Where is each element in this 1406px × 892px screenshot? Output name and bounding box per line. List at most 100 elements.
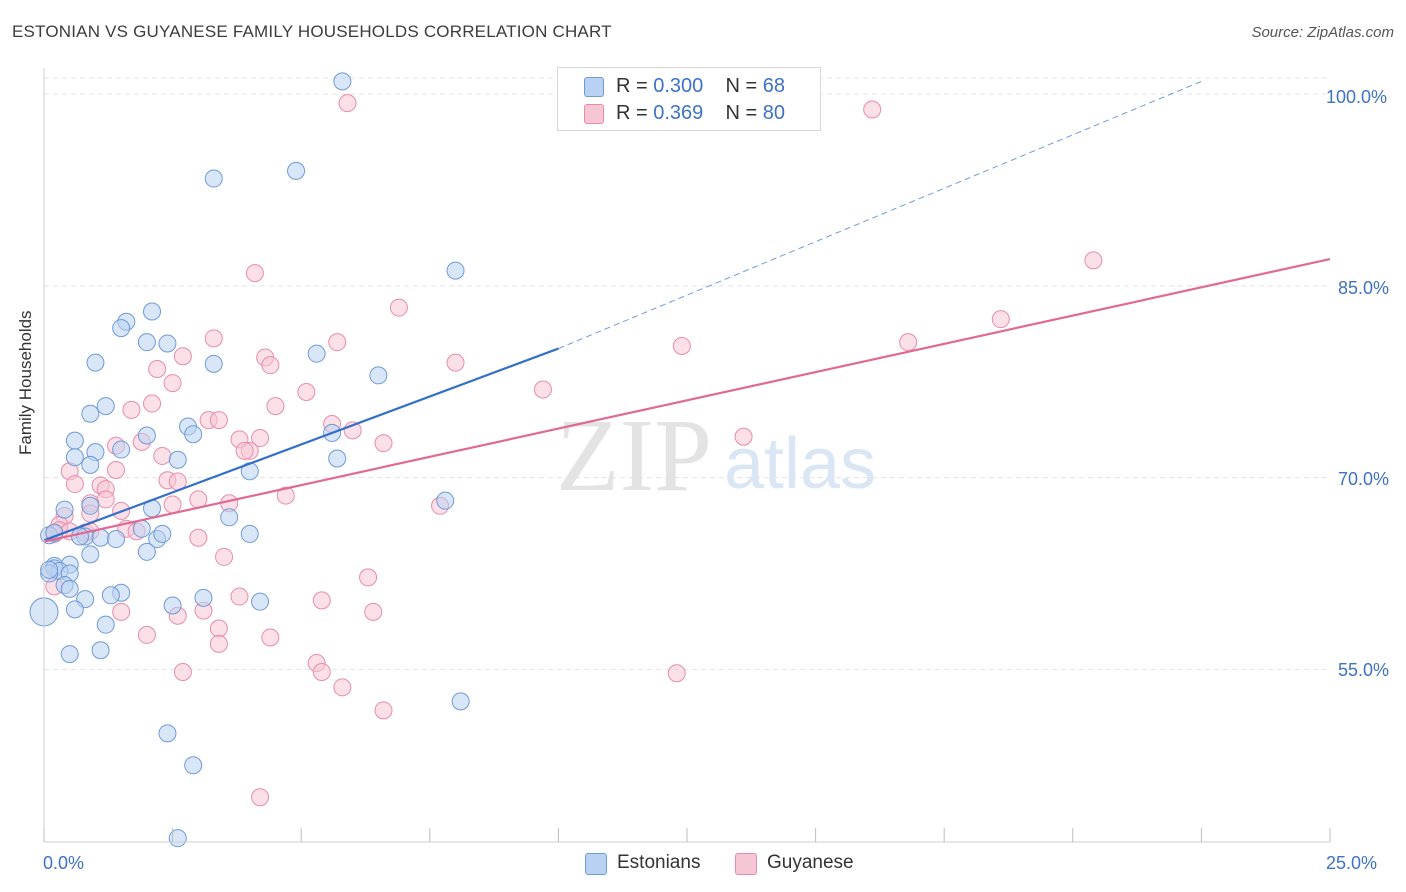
- guyanese-point: [328, 333, 347, 352]
- estonians-point: [71, 527, 90, 546]
- estonians-point: [163, 596, 182, 615]
- guyanese-point: [667, 664, 686, 683]
- estonians-point: [81, 496, 100, 515]
- guyanese-point: [338, 94, 357, 113]
- watermark: ZIP atlas: [556, 398, 876, 513]
- x-tick-label-min: 0.0%: [43, 853, 85, 873]
- estonians-point: [40, 560, 59, 579]
- estonians-point: [333, 72, 352, 91]
- estonians-point: [220, 508, 239, 527]
- legend-label-estonians: Estonians: [617, 852, 701, 873]
- estonians-swatch: [584, 77, 604, 97]
- estonians-point: [328, 449, 347, 468]
- estonians-point: [369, 366, 388, 385]
- estonians-point: [91, 641, 110, 660]
- grid-lines: [44, 77, 1330, 670]
- estonians-point: [55, 500, 74, 519]
- guyanese-point: [251, 429, 270, 448]
- estonians-point: [240, 524, 259, 543]
- estonians-point: [194, 588, 213, 607]
- legend-r-label: R =: [616, 75, 648, 97]
- stats-legend: R = 0.300 N = 68 R = 0.369 N = 80: [557, 67, 821, 131]
- estonians-point: [81, 545, 100, 564]
- estonians-point: [287, 161, 306, 180]
- trend-lines: [43, 80, 1331, 543]
- estonians-point: [112, 440, 131, 459]
- watermark-zip: ZIP: [556, 398, 712, 513]
- guyanese-point: [251, 788, 270, 807]
- estonians-point: [60, 645, 79, 664]
- guyanese-point: [266, 397, 285, 416]
- guyanese-point: [173, 347, 192, 366]
- estonians-point: [251, 592, 270, 611]
- estonians-point: [101, 586, 120, 605]
- legend-n-label: N =: [725, 75, 758, 97]
- guyanese-point: [261, 628, 280, 647]
- estonians-point: [81, 404, 100, 423]
- guyanese-point: [65, 475, 84, 494]
- estonians-point: [112, 319, 131, 338]
- guyanese-point: [359, 568, 378, 587]
- estonians-point: [158, 724, 177, 743]
- guyanese-point: [312, 662, 331, 681]
- y-tick-label-70: 70.0%: [1338, 469, 1390, 489]
- guyanese-swatch: [735, 853, 757, 875]
- estonians-point: [137, 426, 156, 445]
- chart-source: Source: ZipAtlas.com: [1251, 24, 1394, 41]
- guyanese-point: [163, 374, 182, 393]
- estonians-point: [65, 600, 84, 619]
- chart-title: ESTONIAN VS GUYANESE FAMILY HOUSEHOLDS C…: [12, 22, 612, 41]
- guyanese-point: [333, 678, 352, 697]
- estonians-point: [168, 450, 187, 469]
- estonians-point: [436, 491, 455, 510]
- estonians-point: [204, 169, 223, 188]
- guyanese-point: [245, 264, 264, 283]
- guyanese-point: [297, 383, 316, 402]
- estonians-point: [158, 334, 177, 353]
- estonians-point: [91, 528, 110, 547]
- guyanese-point: [137, 625, 156, 644]
- guyanese-trend-line: [43, 258, 1331, 543]
- guyanese-point: [122, 400, 141, 419]
- estonians-point: [60, 579, 79, 598]
- guyanese-point: [204, 329, 223, 348]
- axes: [43, 68, 1331, 843]
- legend-n-value: 80: [762, 102, 786, 124]
- y-tick-label-100: 100.0%: [1326, 87, 1388, 107]
- guyanese-point: [235, 441, 254, 460]
- guyanese-point: [173, 662, 192, 681]
- guyanese-point: [276, 486, 295, 505]
- estonians-point: [107, 530, 126, 549]
- x-tick-label-max: 25.0%: [1326, 853, 1378, 873]
- estonians-trend-line: [43, 347, 559, 542]
- estonians-point: [446, 261, 465, 280]
- guyanese-point: [1084, 251, 1103, 270]
- guyanese-point: [153, 446, 172, 465]
- guyanese-point: [672, 337, 691, 356]
- estonians-point: [153, 524, 172, 543]
- guyanese-point: [215, 547, 234, 566]
- legend-n-value: 68: [762, 75, 786, 97]
- guyanese-point: [107, 461, 126, 480]
- guyanese-point: [143, 394, 162, 413]
- guyanese-point: [112, 602, 131, 621]
- estonians-point: [96, 397, 115, 416]
- guyanese-point: [261, 356, 280, 375]
- guyanese-point: [734, 427, 753, 446]
- guyanese-point: [209, 634, 228, 653]
- legend-label-guyanese: Guyanese: [767, 852, 854, 873]
- guyanese-point: [991, 310, 1010, 329]
- y-tick-label-85: 85.0%: [1338, 278, 1390, 298]
- legend-n-label: N =: [725, 102, 758, 124]
- guyanese-point: [863, 100, 882, 119]
- estonians-point: [204, 354, 223, 373]
- guyanese-point: [209, 411, 228, 430]
- guyanese-point: [374, 701, 393, 720]
- estonians-point: [137, 542, 156, 561]
- y-tick-label-55: 55.0%: [1338, 660, 1390, 680]
- guyanese-point: [209, 619, 228, 638]
- guyanese-swatch: [584, 104, 604, 124]
- guyanese-point: [148, 360, 167, 379]
- estonians-point: [307, 344, 326, 363]
- estonians-point: [81, 455, 100, 474]
